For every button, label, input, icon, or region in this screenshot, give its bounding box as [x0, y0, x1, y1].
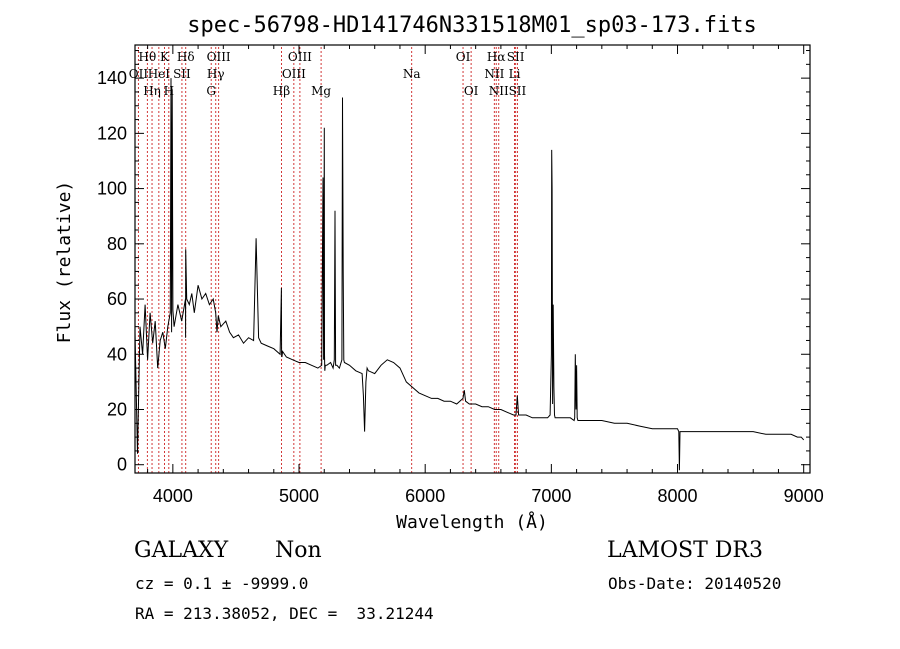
line-label: NII: [489, 84, 509, 98]
line-label: Hα: [487, 50, 506, 64]
object-class: GALAXY: [134, 538, 229, 563]
line-label: K: [160, 50, 170, 64]
line-label: SII: [507, 50, 525, 64]
y-tick-label: 120: [97, 123, 127, 143]
spectrum-chart: spec-56798-HD141746N331518M01_sp03-173.f…: [54, 13, 824, 533]
line-label: OII: [129, 67, 149, 81]
line-label: SII: [509, 84, 527, 98]
object-subclass: Non: [275, 538, 322, 563]
line-label: Li: [509, 67, 521, 81]
line-label: H: [164, 84, 174, 98]
line-label: Hδ: [177, 50, 195, 64]
x-tick-label: 9000: [784, 486, 824, 506]
line-label: Hη: [143, 84, 161, 98]
y-tick-label: 140: [97, 68, 127, 88]
line-label: OIII: [282, 67, 306, 81]
spectrum-series-line: [134, 78, 805, 471]
line-label: Hγ: [207, 67, 225, 81]
line-label: NII: [484, 67, 504, 81]
chart-title: spec-56798-HD141746N331518M01_sp03-173.f…: [187, 13, 757, 38]
x-axis-label: Wavelength (Å): [396, 511, 548, 533]
spectral-line-labels: OII Hθ Hη K HeI H Hδ SII OIII Hγ G OIII OIII Hβ Mg Na OI…: [129, 50, 527, 98]
redshift-cz: cz = 0.1 ± -9999.0: [135, 574, 309, 593]
line-label: Hβ: [273, 84, 290, 98]
y-tick-label: 60: [107, 289, 127, 309]
y-tick-label: 40: [107, 344, 127, 364]
x-tick-label: 6000: [405, 486, 445, 506]
survey-name: LAMOST DR3: [607, 538, 763, 563]
x-tick-label: 4000: [153, 486, 193, 506]
x-tick-label: 5000: [279, 486, 319, 506]
y-tick-label: 100: [97, 179, 127, 199]
y-axis-label: Flux (relative): [54, 181, 75, 344]
coordinates: RA = 213.38052, DEC = 33.21244: [135, 604, 434, 623]
y-tick-label: 80: [107, 234, 127, 254]
line-label: Hθ: [139, 50, 157, 64]
plot-frame: [134, 44, 811, 474]
line-label: SII: [173, 67, 191, 81]
line-label: OIII: [207, 50, 231, 64]
obs-date: Obs-Date: 20140520: [608, 574, 782, 593]
spectral-line-markers: [137, 47, 518, 473]
x-tick-label: 8000: [657, 486, 697, 506]
y-tick-label: 20: [107, 399, 127, 419]
line-label: Mg: [311, 84, 331, 98]
y-axis: 0 20 40 60 80 100 120 140: [97, 50, 810, 475]
x-tick-label: 7000: [531, 486, 571, 506]
line-label: OI: [456, 50, 471, 64]
line-label: OI: [464, 84, 479, 98]
line-label: Na: [403, 67, 421, 81]
x-axis: 4000 5000 6000 7000 8000 9000: [147, 45, 824, 506]
line-label: HeI: [148, 67, 171, 81]
y-tick-label: 0: [117, 455, 127, 475]
line-label: OIII: [288, 50, 312, 64]
line-label: G: [206, 84, 216, 98]
